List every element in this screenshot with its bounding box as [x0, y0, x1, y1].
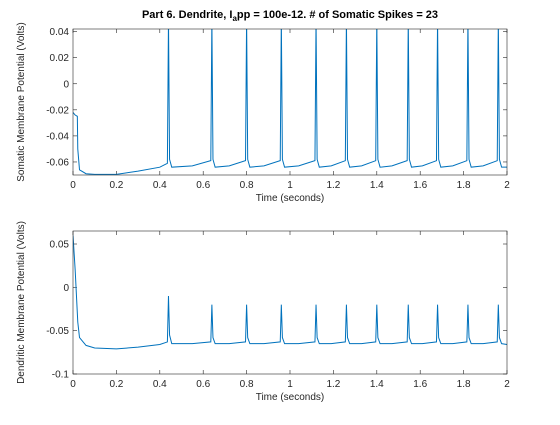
plot-area [73, 29, 507, 175]
x-tick-label: 1.2 [326, 379, 340, 390]
chart-title: Part 6. Dendrite, Iapp = 100e-12. # of S… [142, 9, 438, 23]
y-tick-label: -0.05 [46, 326, 69, 337]
x-tick-label: 0.4 [153, 379, 167, 390]
x-tick-label: 2 [504, 379, 510, 390]
y-tick-label: 0 [63, 79, 69, 90]
x-tick-label: 1.2 [326, 180, 340, 191]
y-tick-label: 0 [63, 283, 69, 294]
y-tick-label: 0.02 [50, 53, 70, 64]
x-tick-label: 1.4 [370, 379, 384, 390]
x-tick-label: 1.8 [457, 180, 471, 191]
x-tick-label: 0.8 [240, 379, 254, 390]
y-tick-label: 0.05 [50, 240, 70, 251]
x-tick-label: 1.6 [413, 379, 427, 390]
title-part: pp = 100e-12. # of Somatic Spikes = 23 [237, 9, 438, 21]
x-tick-label: 0.6 [196, 180, 210, 191]
x-axis-label: Time (seconds) [256, 193, 325, 204]
x-tick-label: 0.4 [153, 180, 167, 191]
y-axis-label: Somatic Membrane Potential (Volts) [16, 22, 27, 182]
title-part: Part 6. Dendrite, I [142, 9, 232, 21]
x-axis-label: Time (seconds) [256, 392, 325, 403]
y-tick-label: -0.04 [46, 131, 69, 142]
y-axis-label: Dendritic Membrane Potential (Volts) [16, 221, 27, 384]
axes: 0 0.2 0.4 0.6 0.8 1 1.2 1.4 1.6 1.8 2 -0.1 -0.05 0 0.0… [16, 221, 510, 403]
axes-box [72, 28, 508, 176]
y-tick-label: -0.1 [52, 370, 70, 381]
y-tick-label: 0.04 [50, 27, 70, 38]
x-tick-label: 1 [287, 180, 293, 191]
x-tick-label: 0 [70, 379, 76, 390]
x-tick-label: 1.6 [413, 180, 427, 191]
y-tick-label: -0.02 [46, 105, 69, 116]
x-tick-label: 0.2 [109, 379, 123, 390]
x-tick-label: 2 [504, 180, 510, 191]
x-tick-label: 1.4 [370, 180, 384, 191]
y-tick-label: -0.06 [46, 157, 69, 168]
x-tick-label: 1 [287, 379, 293, 390]
data-line [73, 235, 507, 350]
x-tick-label: 0.2 [109, 180, 123, 191]
x-tick-label: 0 [70, 180, 76, 191]
axes-box [72, 230, 508, 375]
axes: 0 0.2 0.4 0.6 0.8 1 1.2 1.4 1.6 1.8 2 -0.06 -0.04 -0.… [16, 9, 510, 204]
data-line [73, 29, 507, 175]
x-tick-label: 0.8 [240, 180, 254, 191]
plot-area [73, 231, 507, 374]
title-part: a [232, 14, 237, 23]
x-tick-label: 0.6 [196, 379, 210, 390]
x-tick-label: 1.8 [457, 379, 471, 390]
